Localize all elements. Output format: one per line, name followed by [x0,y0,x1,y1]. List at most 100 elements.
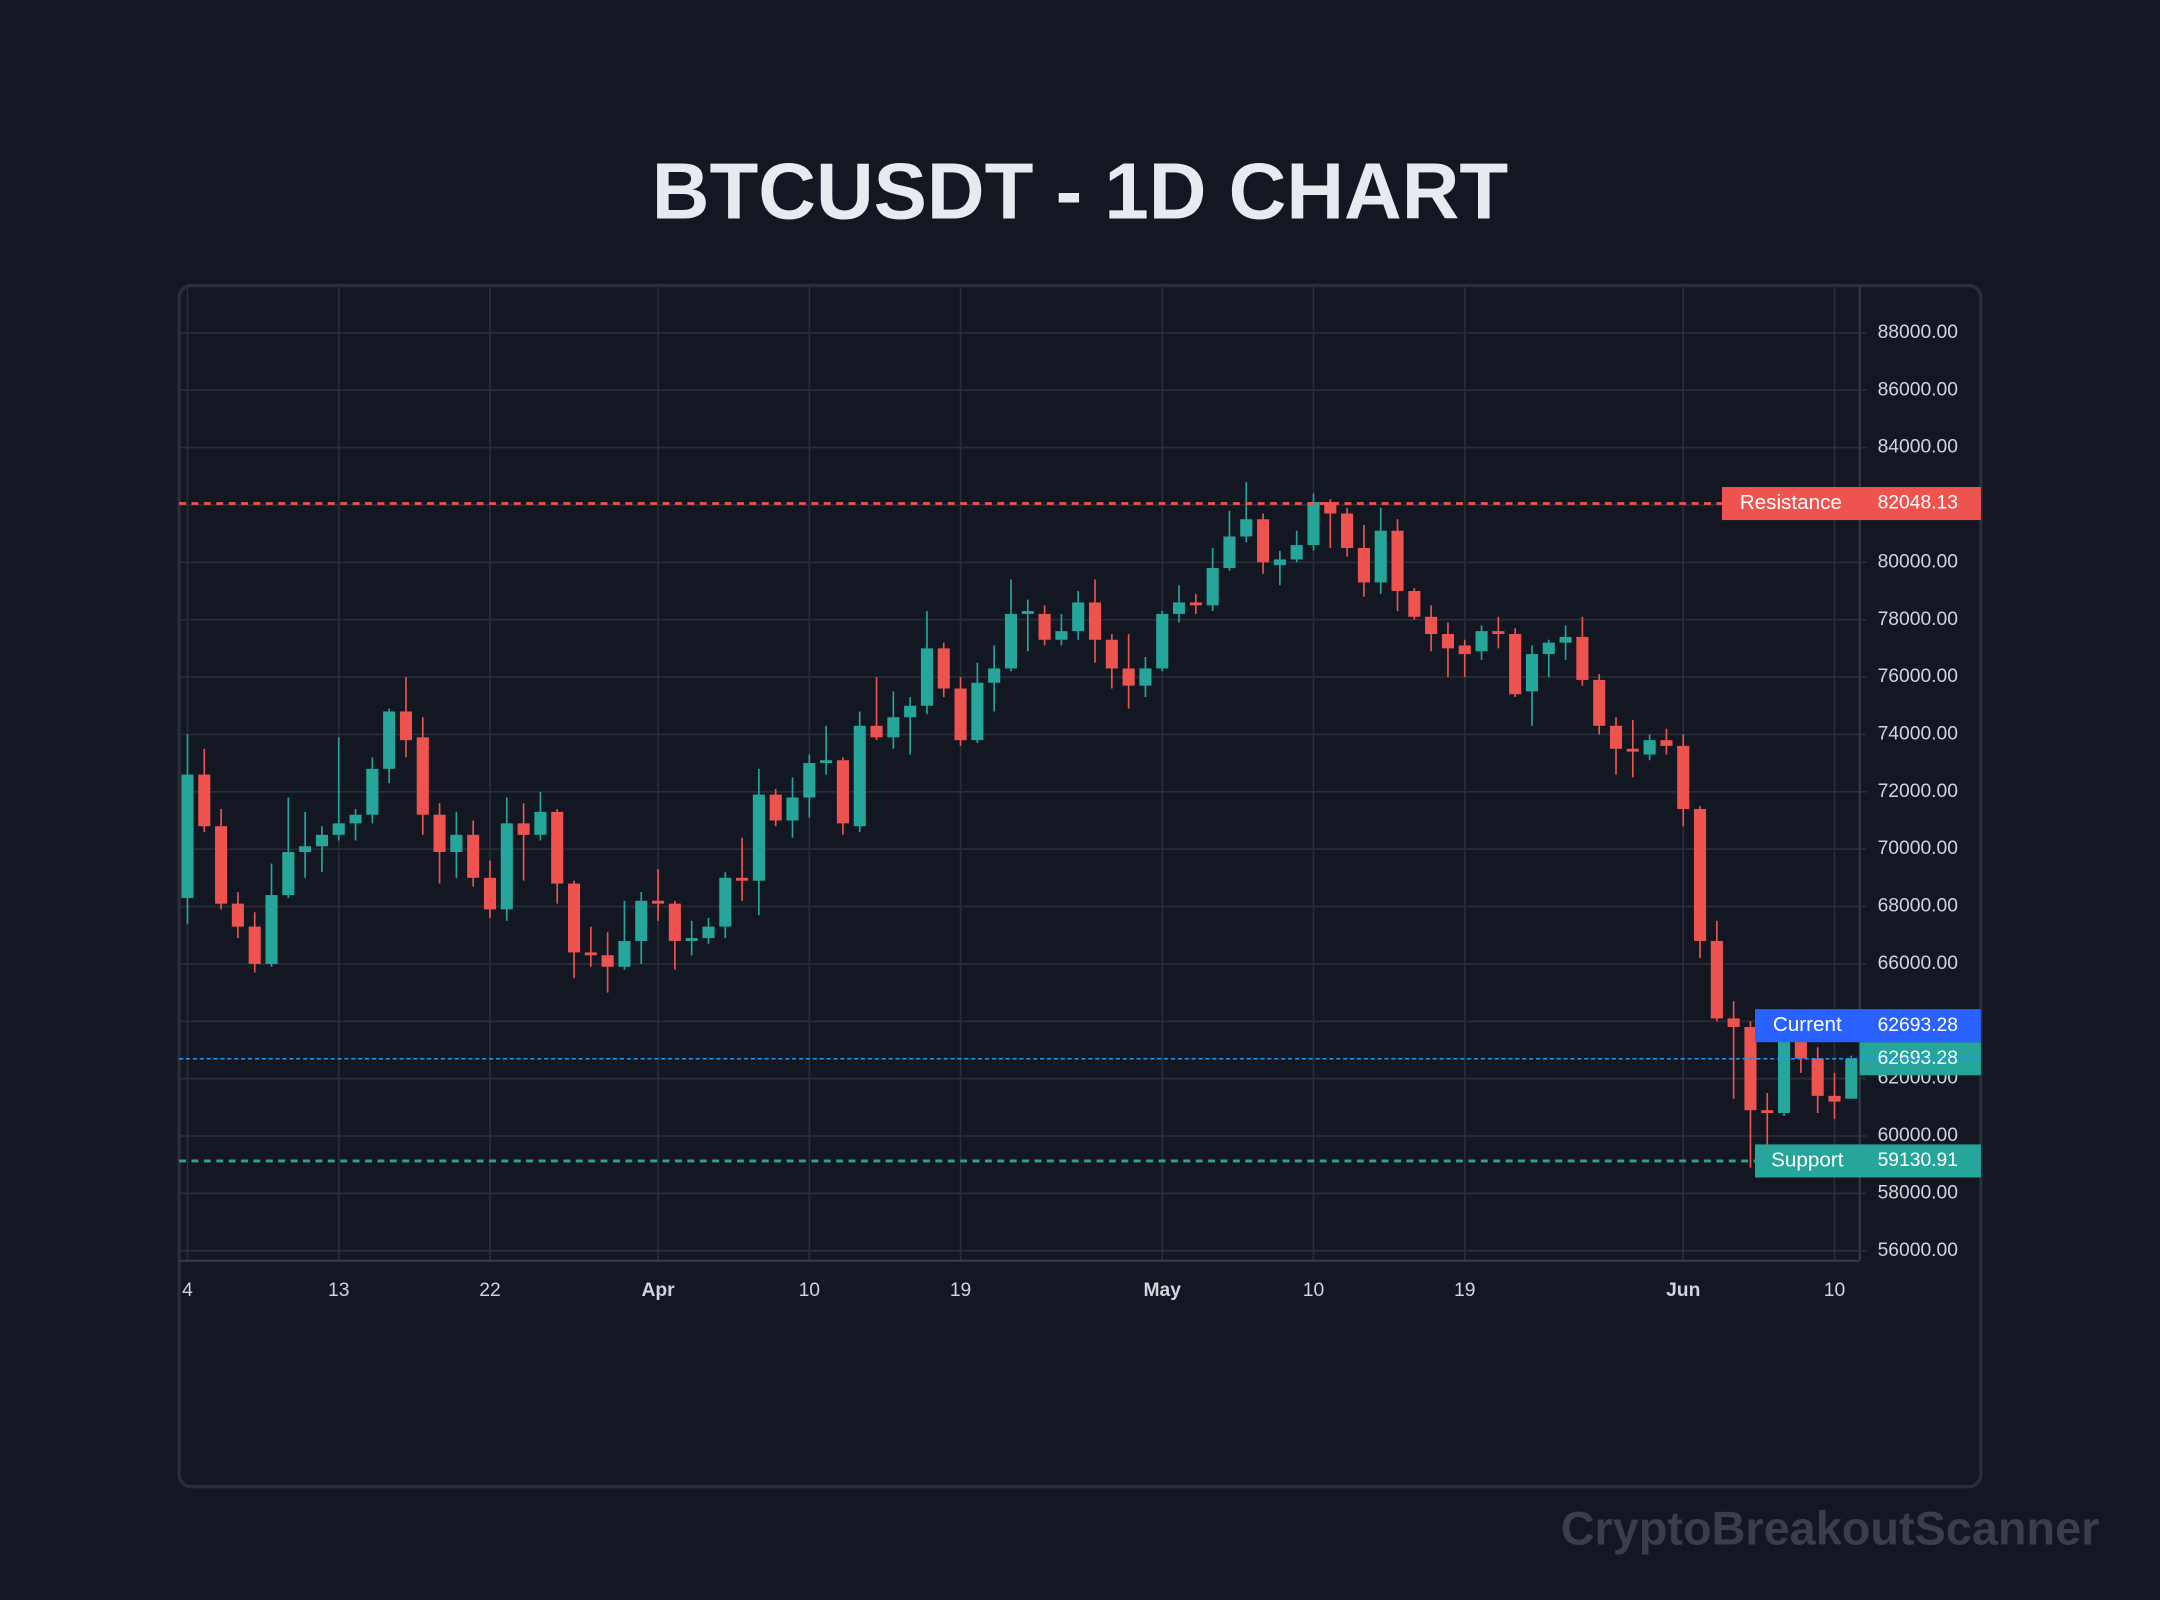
y-tick-label: 86000.00 [1878,379,1958,400]
candle-body [534,811,547,835]
candle-body [1088,602,1102,640]
panel-frame [177,283,1983,1489]
y-tick-label: 68000.00 [1878,896,1958,917]
candle-body [500,823,513,910]
y-tick-label: 78000.00 [1878,609,1958,630]
candle-body [315,834,328,847]
last-price-tag [1859,1042,1981,1076]
candle-body [1374,530,1387,583]
candle-body [1072,602,1085,632]
candle-body [719,877,732,927]
candle-body [635,900,648,941]
candle-body [248,926,261,964]
candle-body [1391,530,1404,591]
candle-body [1509,634,1522,695]
watermark: CryptoBreakoutScanner [1561,1503,2100,1555]
y-tick-label: 56000.00 [1878,1240,1958,1261]
candle-body [988,668,1001,683]
candle-body [1576,636,1589,680]
candle-body [1156,613,1169,669]
candle-body [1761,1110,1774,1114]
candle-body [668,903,681,941]
candle-body [551,811,564,884]
chart-title: BTCUSDT - 1D CHART [652,146,1508,235]
candle-body [383,711,396,769]
candle-body [282,852,295,896]
candle-body [1122,668,1135,686]
level-name: Resistance [1740,491,1842,514]
y-tick-label: 70000.00 [1878,838,1958,859]
candle-body [803,763,816,798]
y-tick-label: 66000.00 [1878,953,1958,974]
x-tick-label: 19 [1454,1280,1475,1301]
x-tick-label: Apr [641,1280,675,1301]
candle-body [1492,631,1505,635]
candle-body [1290,545,1303,560]
candle-body [1189,602,1202,606]
candle-body [1811,1058,1824,1096]
candle-body [887,717,900,738]
candle-body [467,834,480,878]
y-tick-label: 88000.00 [1878,322,1958,343]
candle-body [1643,740,1656,755]
candle-body [399,711,413,741]
level-name: Support [1771,1148,1844,1171]
candle-body [1223,536,1236,569]
candle-body [1525,654,1539,692]
x-tick-label: 10 [1303,1280,1324,1301]
candle-body [920,648,934,706]
x-tick-label: 13 [328,1280,349,1301]
y-tick-label: 76000.00 [1878,666,1958,687]
candle-body [1794,1041,1807,1059]
candle-body [1828,1095,1841,1102]
y-tick-label: 72000.00 [1878,781,1958,802]
level-value: 59130.91 [1878,1150,1958,1171]
candle-body [1324,502,1337,514]
candle-body [1307,502,1320,546]
level-tag [1755,1144,1981,1178]
candle-body [433,814,446,853]
candle-body [181,774,194,898]
level-tag [1755,1009,1981,1043]
candle-body [567,883,581,953]
candle-body [332,823,345,835]
level-tag [1721,487,1981,521]
candle-body [1408,590,1421,617]
y-tick-label: 60000.00 [1878,1125,1958,1146]
candle-body [836,760,849,824]
y-tick-label: 58000.00 [1878,1182,1958,1203]
candle-body [786,797,799,821]
x-tick-label: 19 [950,1280,971,1301]
candle-body [366,768,379,815]
candle-body [1660,740,1673,746]
candle-body [1845,1058,1858,1099]
candle-body [652,900,665,904]
candle-body [1677,745,1690,809]
x-tick-label: Jun [1666,1280,1700,1301]
candle-body [1038,613,1051,640]
level-value: 62693.28 [1878,1015,1958,1036]
candle-body [1004,613,1018,669]
candle-body [1744,1027,1757,1111]
candle-body [601,955,614,967]
candle-body [769,794,782,821]
candle-body [1257,519,1270,563]
candle-body [1475,631,1488,652]
candle-body [299,846,312,853]
x-tick-label: 4 [182,1280,193,1301]
candle-body [1542,642,1555,655]
candle-body [1105,639,1118,669]
candle-body [1341,513,1354,548]
candle-body [517,823,530,835]
candle-body [416,737,429,815]
x-tick-label: May [1143,1280,1181,1301]
candle-body [584,952,597,956]
candle-body [1139,668,1152,686]
level-value: 82048.13 [1878,493,1958,514]
candle-body [1055,631,1068,640]
candle-body [1357,547,1370,583]
candle-body [685,938,698,941]
